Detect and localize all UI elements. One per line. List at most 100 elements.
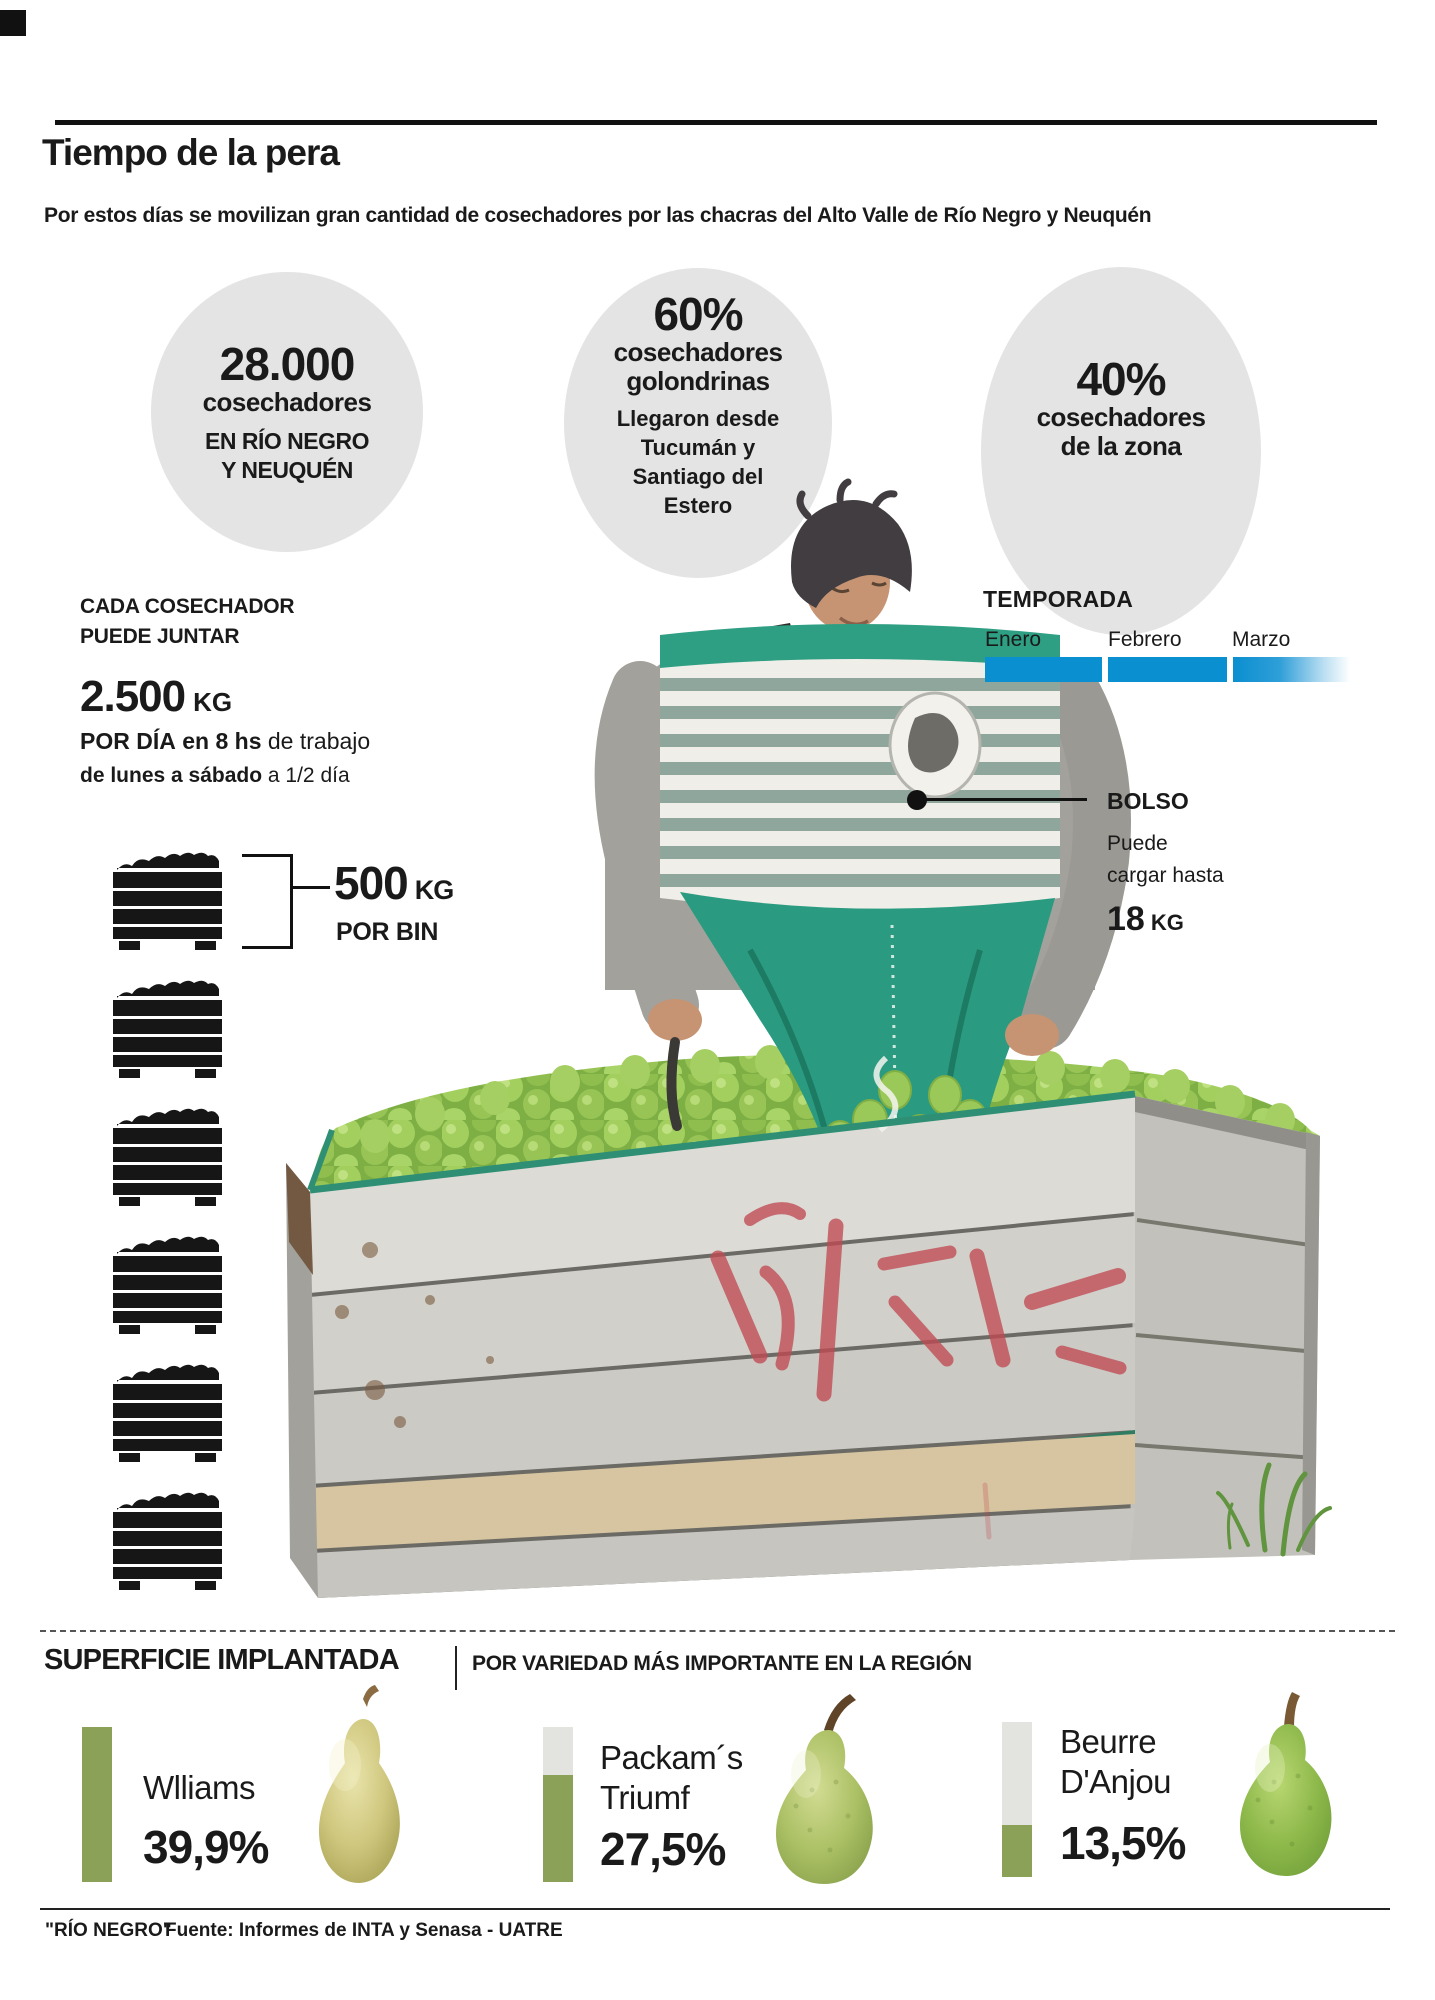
superficie-title: SUPERFICIE IMPLANTADA [44, 1644, 400, 1676]
stat-label: cosechadores golondrinas [613, 337, 783, 396]
footer-credit: "RÍO NEGRO" [45, 1920, 172, 1941]
top-rule [55, 120, 1377, 125]
temporada-title: TEMPORADA [983, 586, 1134, 612]
bin-icon [113, 852, 222, 950]
worker-eye-right [871, 581, 887, 587]
stat-label: cosechadores de la zona [1036, 402, 1206, 461]
worker-right-hand [1005, 1014, 1059, 1056]
stat-label: cosechadores [202, 386, 372, 417]
stat-sublabel: EN RÍO NEGRO Y NEUQUÉN [205, 427, 369, 483]
grass-tuft [1216, 1462, 1332, 1557]
pear-image-williams [319, 1685, 400, 1883]
stat-value: 28.000 [219, 337, 356, 390]
worker-left-arm [594, 661, 699, 1034]
month-label-enero: Enero [985, 628, 1042, 651]
bin-amount-unit: KG [414, 875, 454, 905]
detail-bold: POR DÍA [80, 728, 176, 754]
bin-bracket-bottom [242, 946, 292, 949]
chalk-mark [873, 1055, 899, 1133]
month-label-febrero: Febrero [1108, 628, 1182, 651]
variety-name: Wlliams [143, 1769, 255, 1806]
worker-right-arm [1016, 661, 1131, 1049]
pear-pile-top-row [360, 1045, 1295, 1153]
crate-front [310, 1055, 1135, 1598]
bolso-logo-mark [908, 713, 959, 773]
bolso-bag [660, 624, 1060, 1210]
variety-bar-danjou [1002, 1722, 1032, 1877]
stat-value: 40% [1076, 353, 1166, 405]
bin-label: POR BIN [336, 918, 439, 946]
stat-circle-zona: 40% cosechadores de la zona [981, 267, 1261, 635]
harvester-detail: POR DÍA en 8 hs de trabajo [80, 728, 370, 755]
bin-bracket-top [242, 854, 292, 857]
footer-source: Fuente: Informes de INTA y Senasa - UATR… [165, 1920, 563, 1941]
pear-image-packams [776, 1694, 873, 1884]
detail-rest: de trabajo [267, 728, 371, 754]
bolso-top-band [660, 624, 1060, 672]
page-subtitle: Por estos días se movilizan gran cantida… [44, 204, 1152, 227]
stat-circle-total: 28.000 cosechadores EN RÍO NEGRO Y NEUQU… [151, 272, 423, 552]
harvester-amount: 2.500 KG [80, 672, 232, 722]
graffiti-marks [710, 1202, 1127, 1540]
photo-harvest-scene [286, 478, 1332, 1598]
variety-percent: 39,9% [143, 1821, 269, 1873]
bin-icon [113, 1236, 222, 1334]
variety-name: Packam´s Triumf [600, 1739, 743, 1816]
callout-dot [907, 790, 927, 810]
schedule-bold: de lunes a sábado [80, 764, 263, 787]
stat-circle-golondrinas: 60% cosechadores golondrinas Llegaron de… [564, 268, 832, 578]
bin-icon [113, 1108, 222, 1206]
month-label-marzo: Marzo [1232, 628, 1291, 651]
temporada-bar-enero [985, 657, 1102, 682]
variety-bar-williams [82, 1727, 112, 1882]
crate-weathering [335, 1242, 494, 1428]
harvester-heading: CADA COSECHADOR PUEDE JUNTAR [80, 595, 295, 648]
bolso-stripes [660, 659, 1060, 910]
page-title: Tiempo de la pera [42, 132, 340, 173]
bolso-amount-unit: KG [1150, 910, 1184, 935]
crate-right-side [1130, 1096, 1320, 1560]
crate-liner-edge [309, 1090, 1136, 1194]
variety-percent: 13,5% [1060, 1817, 1186, 1869]
detail-mid: en 8 hs [182, 728, 262, 754]
bin-amount: 500 KG [334, 856, 454, 910]
bin-icon [113, 1492, 222, 1590]
bin-icon [113, 1364, 222, 1462]
variety-name: Beurre D'Anjou [1060, 1723, 1172, 1800]
bolso-amount: 18 KG [1107, 900, 1184, 939]
bin-bracket-pointer [292, 886, 330, 889]
stat-desc: Llegaron desde Tucumán y Santiago del Es… [616, 406, 780, 518]
bin-amount-value: 500 [334, 857, 409, 909]
superficie-divider [455, 1646, 457, 1690]
harvester-amount-value: 2.500 [80, 672, 186, 721]
worker-eye-left [831, 586, 850, 594]
pear-pile [310, 1045, 1320, 1188]
harvest-worker [594, 478, 1131, 1210]
worker-left-hand [648, 999, 702, 1041]
crate-liner-edge-left [307, 1128, 335, 1192]
hanging-strap [666, 1037, 682, 1131]
bolso-title: BOLSO [1107, 788, 1189, 814]
variety-bar-fill [1002, 1824, 1032, 1877]
variety-bar-fill [82, 1727, 112, 1882]
bolso-amount-value: 18 [1107, 900, 1145, 938]
pear-image-danjou [1240, 1692, 1332, 1876]
crate-left-post [286, 1163, 318, 1598]
schedule-rest: a 1/2 día [267, 764, 350, 787]
harvester-amount-unit: KG [193, 687, 233, 717]
footer-rule [40, 1908, 1390, 1910]
worker-hair-strands [796, 478, 898, 520]
dashed-separator [40, 1630, 1395, 1632]
callout-line [925, 798, 1087, 801]
page-corner-mark [0, 10, 26, 36]
stat-value: 60% [653, 288, 743, 340]
bin-icon [113, 980, 222, 1078]
worker-hair [791, 500, 912, 608]
bolso-desc: Puede cargar hasta [1107, 832, 1224, 887]
variety-percent: 27,5% [600, 1823, 726, 1875]
variety-bar-packams [543, 1727, 573, 1882]
harvester-schedule: de lunes a sábado a 1/2 día [80, 764, 350, 788]
variety-bar-fill [543, 1775, 573, 1882]
temporada-bar-marzo [1233, 657, 1350, 682]
temporada-bar-febrero [1108, 657, 1227, 682]
